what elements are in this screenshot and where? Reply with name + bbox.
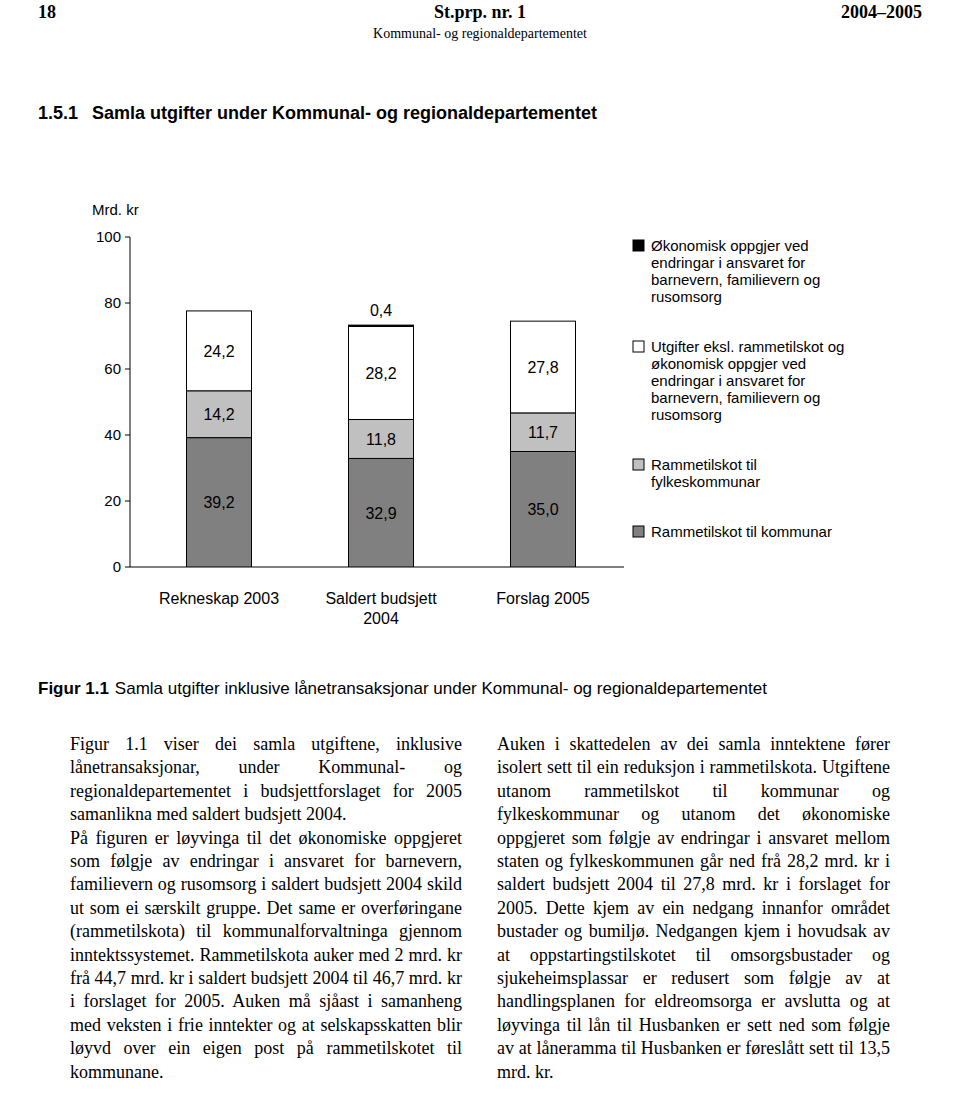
page-number: 18 xyxy=(38,2,56,23)
legend-label-line: endringar i ansvaret for xyxy=(651,254,805,271)
legend-label-line: fylkeskommunar xyxy=(651,473,760,490)
legend-label-line: økonomisk oppgjer ved xyxy=(651,355,806,372)
paragraph: På figuren er løyvinga til det økonomisk… xyxy=(70,827,462,1084)
legend-label: Økonomisk oppgjer vedendringar i ansvare… xyxy=(651,237,820,305)
section-title: Samla utgifter under Kommunal- og region… xyxy=(92,103,597,123)
chart: Mrd. kr 0 20 40 60 80 100 Rekneskap 2003 Saldert… xyxy=(0,0,960,680)
header-title: St.prp. nr. 1 xyxy=(0,2,960,23)
category-label: Rekneskap 2003 xyxy=(159,590,279,607)
legend-label-line: barnevern, familievern og xyxy=(651,271,820,288)
data-label: 35,0 xyxy=(527,501,558,518)
tick-label: 20 xyxy=(104,492,121,509)
bar-segment xyxy=(349,458,414,567)
bar-segment xyxy=(187,438,252,567)
category-label: Saldert budsjett 2004 xyxy=(325,590,437,627)
legend-swatch xyxy=(633,341,644,352)
category-label-line: Saldert budsjett xyxy=(325,590,437,607)
tick-label: 100 xyxy=(96,228,121,245)
header-years: 2004–2005 xyxy=(841,2,922,23)
data-label: 11,8 xyxy=(366,431,396,448)
legend-label-line: barnevern, familievern og xyxy=(651,389,820,406)
paragraph: Auken i skattedelen av dei samla inntekt… xyxy=(497,733,890,1084)
data-label: 11,7 xyxy=(528,424,558,441)
legend-label: Rammetilskot tilfylkeskommunar xyxy=(651,456,760,490)
legend: Økonomisk oppgjer vedendringar i ansvare… xyxy=(633,237,844,540)
data-labels: 39,2 14,2 24,2 32,9 11,8 28,2 0,4 35,0 11,7 27,8 xyxy=(203,302,558,522)
tick-label: 80 xyxy=(104,294,121,311)
category-label: Forslag 2005 xyxy=(496,590,589,607)
section-heading: 1.5.1 Samla utgifter under Kommunal- og r… xyxy=(38,103,597,124)
legend-label-line: Rammetilskot til kommunar xyxy=(651,523,832,540)
legend-label-line: rusomsorg xyxy=(651,288,722,305)
bar-segment xyxy=(187,391,252,438)
legend-label-line: Rammetilskot til xyxy=(651,456,757,473)
data-label: 32,9 xyxy=(365,505,396,522)
tick-mark xyxy=(125,435,130,436)
legend-swatch xyxy=(633,526,644,537)
header-ministry: Kommunal- og regionaldepartementet xyxy=(0,26,960,42)
bar-segment xyxy=(511,452,576,568)
tick-mark xyxy=(125,567,130,568)
text-column: Figur 1.1 viser dei samla utgiftene, ink… xyxy=(70,733,462,1084)
legend-label-line: Utgifter eksl. rammetilskot og xyxy=(651,338,844,355)
y-axis xyxy=(130,237,131,567)
tick-mark xyxy=(125,303,130,304)
legend-label-line: endringar i ansvaret for xyxy=(651,372,805,389)
data-label: 14,2 xyxy=(203,406,234,423)
bar-segment xyxy=(349,325,414,326)
bar-segment xyxy=(187,311,252,391)
caption-text: Samla utgifter inklusive lånetransaksjon… xyxy=(115,679,767,698)
paragraph: Figur 1.1 viser dei samla utgiftene, ink… xyxy=(70,733,462,827)
tick-mark xyxy=(125,369,130,370)
tick-label: 40 xyxy=(104,426,121,443)
caption-label: Figur 1.1 xyxy=(38,679,109,698)
legend-swatch xyxy=(633,459,644,470)
legend-label-line: rusomsorg xyxy=(651,406,722,423)
bar-segment xyxy=(511,413,576,452)
bar-segment xyxy=(349,419,414,458)
bars xyxy=(187,311,576,567)
category-label-line: Rekneskap 2003 xyxy=(159,590,279,607)
tick-mark xyxy=(125,501,130,502)
data-label: 28,2 xyxy=(365,365,396,382)
axis-label: Mrd. kr xyxy=(92,201,139,218)
figure-caption: Figur 1.1 Samla utgifter inklusive lånetr… xyxy=(38,679,767,699)
bar-segment xyxy=(511,321,576,413)
data-label: 27,8 xyxy=(527,359,558,376)
bar-segment xyxy=(349,326,414,419)
legend-label: Rammetilskot til kommunar xyxy=(651,523,832,540)
legend-label: Utgifter eksl. rammetilskot ogøkonomisk … xyxy=(651,338,844,423)
legend-label-line: Økonomisk oppgjer ved xyxy=(651,237,809,254)
text-column: Auken i skattedelen av dei samla inntekt… xyxy=(497,733,890,1084)
tick-mark xyxy=(125,237,130,238)
data-label: 24,2 xyxy=(203,343,234,360)
tick-label: 0 xyxy=(113,558,121,575)
data-label: 39,2 xyxy=(203,494,234,511)
section-number: 1.5.1 xyxy=(38,103,78,123)
data-label: 0,4 xyxy=(370,302,392,319)
category-label-line: Forslag 2005 xyxy=(496,590,589,607)
tick-label: 60 xyxy=(104,360,121,377)
category-label-line: 2004 xyxy=(363,610,399,627)
legend-swatch xyxy=(633,240,644,251)
